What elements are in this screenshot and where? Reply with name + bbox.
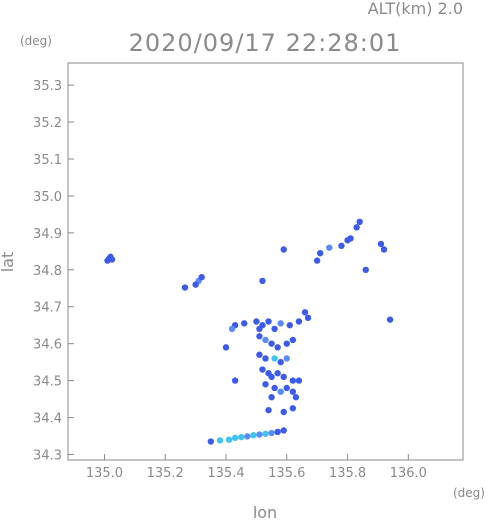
echo-point xyxy=(181,284,189,291)
echo-point xyxy=(380,246,388,253)
echo-point xyxy=(386,316,394,323)
x-tick-label: 135.6 xyxy=(268,466,305,481)
echo-point xyxy=(262,430,269,437)
echo-point xyxy=(259,366,266,373)
y-tick-label: 35.0 xyxy=(33,190,62,205)
echo-point xyxy=(353,224,360,231)
echo-point xyxy=(316,249,324,257)
x-tick-label: 135.8 xyxy=(329,466,366,481)
echo-point xyxy=(228,325,236,333)
echo-point xyxy=(292,394,300,401)
x-tick-label: 136.0 xyxy=(390,466,427,481)
echo-point xyxy=(241,320,248,327)
echo-point xyxy=(289,336,297,344)
y-tick-label: 34.4 xyxy=(33,412,62,427)
echo-point xyxy=(283,355,290,362)
echo-point xyxy=(295,377,303,384)
echo-point xyxy=(289,388,297,395)
echo-point xyxy=(356,218,363,225)
x-axis-label: lon xyxy=(253,503,277,521)
y-tick-label: 34.6 xyxy=(33,338,62,353)
echo-point xyxy=(231,377,239,384)
x-axis-ticks: 135.0 135.2 135.4 135.6 135.8 136.0 xyxy=(86,454,427,481)
x-axis-unit: (deg) xyxy=(453,486,485,500)
echo-point xyxy=(268,373,275,381)
echo-point xyxy=(301,309,309,316)
echo-point xyxy=(259,277,266,285)
echo-point xyxy=(274,370,281,377)
echo-point xyxy=(338,242,345,250)
y-tick-label: 34.8 xyxy=(33,264,62,279)
echo-point xyxy=(256,351,263,358)
echo-point xyxy=(244,433,251,440)
echo-layer xyxy=(104,218,394,445)
echo-point xyxy=(262,381,269,388)
echo-point xyxy=(108,256,116,263)
echo-point xyxy=(283,384,290,392)
echo-point xyxy=(265,318,272,325)
echo-point xyxy=(237,433,245,441)
echo-point xyxy=(256,431,263,438)
echo-point xyxy=(256,333,263,340)
echo-point xyxy=(268,394,275,401)
echo-point xyxy=(268,429,275,437)
echo-point xyxy=(271,355,278,362)
echo-point xyxy=(265,406,272,414)
echo-point xyxy=(225,436,233,443)
echo-point xyxy=(277,358,284,366)
echo-point xyxy=(268,340,275,347)
echo-point xyxy=(277,388,284,395)
plot-frame xyxy=(67,62,464,461)
echo-point xyxy=(207,438,215,445)
y-axis-unit: (deg) xyxy=(20,34,52,48)
y-axis-label: lat xyxy=(0,252,17,273)
y-tick-label: 35.2 xyxy=(33,116,62,131)
y-tick-label: 34.5 xyxy=(33,375,62,390)
echo-point xyxy=(256,325,263,333)
echo-point xyxy=(280,246,287,253)
echo-point xyxy=(222,344,230,351)
chart-title: 2020/09/17 22:28:01 xyxy=(129,29,402,57)
echo-point xyxy=(362,266,369,274)
y-tick-label: 34.3 xyxy=(33,448,62,463)
echo-point xyxy=(313,257,321,264)
echo-point xyxy=(274,344,281,351)
echo-point xyxy=(326,244,333,251)
echo-point xyxy=(274,428,281,436)
echo-point xyxy=(271,384,278,392)
y-tick-label: 34.9 xyxy=(33,227,62,242)
echo-point xyxy=(283,340,290,347)
y-tick-label: 35.1 xyxy=(33,153,62,168)
y-axis-ticks: 34.3 34.4 34.5 34.6 34.7 34.8 34.9 35.0 35.1 35.2… xyxy=(33,79,74,463)
echo-point xyxy=(295,318,303,325)
echo-point xyxy=(262,355,269,362)
echo-point xyxy=(289,405,297,412)
echo-point xyxy=(277,320,284,327)
echo-point xyxy=(198,273,205,281)
x-tick-label: 135.2 xyxy=(147,466,184,481)
subtitle-altitude: ALT(km) 2.0 xyxy=(368,0,463,18)
x-tick-label: 135.4 xyxy=(207,466,244,481)
echo-point xyxy=(280,373,287,381)
echo-point xyxy=(304,314,312,322)
echo-point xyxy=(289,377,297,384)
echo-point xyxy=(280,427,287,434)
echo-point xyxy=(253,318,260,325)
echo-point xyxy=(216,437,224,444)
x-tick-label: 135.0 xyxy=(86,466,123,481)
echo-point xyxy=(377,240,385,248)
echo-point xyxy=(286,322,294,329)
echo-point xyxy=(262,336,269,344)
echo-point xyxy=(192,281,199,288)
echo-point xyxy=(271,325,278,333)
echo-point xyxy=(347,235,354,242)
y-tick-label: 35.3 xyxy=(33,79,62,94)
echo-point xyxy=(250,432,257,439)
echo-point xyxy=(231,434,239,442)
echo-point xyxy=(280,408,287,416)
y-tick-label: 34.7 xyxy=(33,301,62,316)
